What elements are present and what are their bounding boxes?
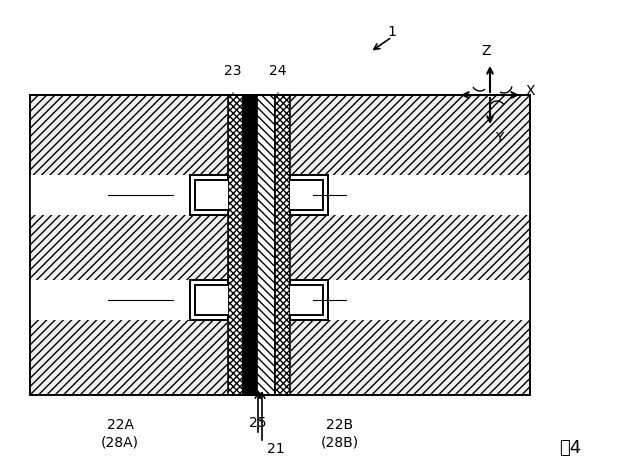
Bar — [290, 280, 530, 320]
Bar — [275, 95, 290, 395]
Bar — [243, 95, 257, 395]
Polygon shape — [290, 175, 328, 215]
Text: 図4: 図4 — [559, 439, 581, 457]
Text: X: X — [526, 84, 536, 98]
Text: Z: Z — [481, 44, 491, 58]
Text: 21: 21 — [267, 442, 285, 456]
Text: 22B
(28B): 22B (28B) — [321, 418, 359, 449]
Text: 32: 32 — [88, 293, 105, 307]
Bar — [257, 95, 275, 395]
Bar — [228, 95, 243, 395]
Bar — [30, 175, 228, 215]
Text: Y: Y — [495, 131, 504, 145]
Bar — [290, 175, 530, 215]
Text: 1: 1 — [388, 25, 396, 39]
Text: 32: 32 — [88, 188, 105, 202]
Bar — [30, 95, 530, 395]
Text: 22A
(28A): 22A (28A) — [101, 418, 139, 449]
Bar — [30, 95, 530, 395]
Bar — [227, 95, 291, 395]
Polygon shape — [190, 280, 228, 320]
Text: 25: 25 — [249, 416, 267, 430]
Bar — [30, 280, 228, 320]
Polygon shape — [190, 175, 228, 215]
Text: 33: 33 — [358, 188, 376, 202]
Polygon shape — [290, 280, 328, 320]
Text: 33: 33 — [358, 293, 376, 307]
Text: 24: 24 — [269, 64, 287, 78]
Text: 23: 23 — [224, 64, 242, 78]
